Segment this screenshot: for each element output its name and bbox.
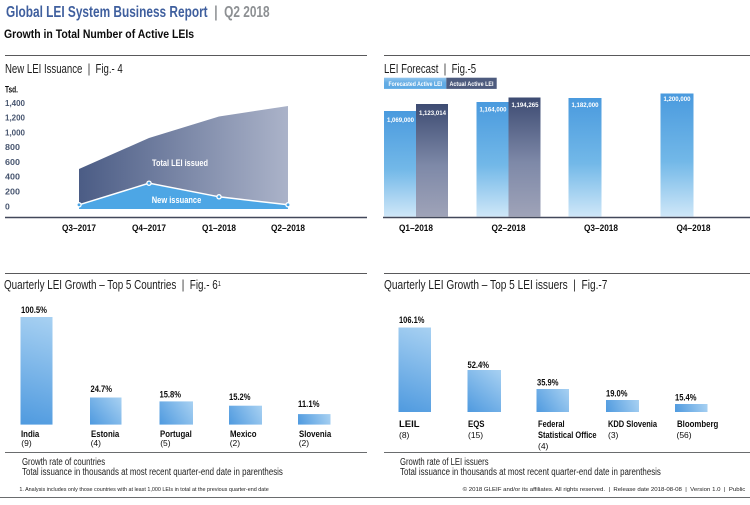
svg-text:Q4–2017: Q4–2017 [132, 223, 166, 233]
svg-text:400: 400 [5, 172, 20, 182]
svg-text:1,182,000: 1,182,000 [572, 102, 599, 109]
svg-text:Q2–2018: Q2–2018 [492, 223, 526, 233]
svg-text:15.4%: 15.4% [675, 392, 697, 402]
svg-text:800: 800 [5, 142, 20, 152]
svg-text:Tsd.: Tsd. [5, 84, 18, 94]
svg-text:Forecasted Active LEI: Forecasted Active LEI [388, 81, 442, 88]
svg-text:15.8%: 15.8% [160, 390, 182, 400]
svg-text:24.7%: 24.7% [91, 384, 113, 394]
svg-text:15.2%: 15.2% [229, 392, 251, 402]
svg-text:1,000: 1,000 [5, 127, 25, 137]
svg-text:52.4%: 52.4% [468, 360, 490, 370]
svg-text:Q1–2018: Q1–2018 [202, 223, 236, 233]
svg-text:New issuance: New issuance [152, 195, 202, 205]
svg-text:1,069,000: 1,069,000 [387, 117, 414, 124]
svg-text:1,200,000: 1,200,000 [664, 96, 691, 103]
svg-text:1,200: 1,200 [5, 113, 25, 123]
svg-text:Actual Active LEI: Actual Active LEI [450, 81, 494, 88]
svg-text:200: 200 [5, 186, 20, 196]
svg-text:600: 600 [5, 157, 20, 167]
svg-text:100.5%: 100.5% [21, 305, 47, 315]
svg-text:1,123,014: 1,123,014 [419, 110, 446, 117]
svg-text:Q3–2017: Q3–2017 [62, 223, 96, 233]
svg-text:1,400: 1,400 [5, 98, 25, 108]
svg-text:Total LEI issued: Total LEI issued [152, 158, 208, 169]
svg-text:19.0%: 19.0% [606, 388, 628, 398]
svg-text:Q1–2018: Q1–2018 [399, 223, 433, 233]
svg-text:1,164,000: 1,164,000 [480, 106, 507, 113]
svg-text:11.1%: 11.1% [298, 399, 320, 409]
svg-text:0: 0 [5, 202, 10, 212]
svg-text:106.1%: 106.1% [399, 315, 425, 325]
svg-text:Q3–2018: Q3–2018 [584, 223, 618, 233]
svg-text:1,194,265: 1,194,265 [512, 102, 539, 109]
svg-text:35.9%: 35.9% [537, 377, 559, 387]
svg-text:Q2–2018: Q2–2018 [271, 223, 305, 233]
svg-text:Q4–2018: Q4–2018 [677, 223, 711, 233]
